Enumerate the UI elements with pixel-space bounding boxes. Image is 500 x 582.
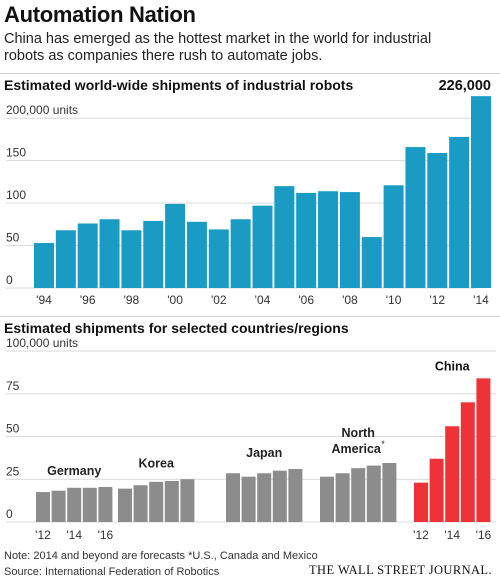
x-tick-label: '94 xyxy=(36,293,52,307)
bar xyxy=(427,153,448,288)
bar xyxy=(405,147,426,288)
series-label: China xyxy=(435,359,471,373)
x-tick-label: '12 xyxy=(35,528,51,542)
bar xyxy=(165,203,186,288)
x-tick-label: '06 xyxy=(298,293,314,307)
series-label: America xyxy=(332,442,382,456)
bar xyxy=(36,492,50,522)
bar xyxy=(55,230,76,288)
bar xyxy=(476,378,491,522)
footnote: Note: 2014 and beyond are forecasts *U.S… xyxy=(4,550,318,562)
source-line: Source: International Federation of Robo… xyxy=(4,566,220,578)
chart-subtitle: China has emerged as the hottest market … xyxy=(4,31,432,64)
bar xyxy=(133,485,148,522)
bar xyxy=(414,482,428,522)
publisher-logo: THE WALL STREET JOURNAL. xyxy=(309,563,492,577)
x-tick-label: '00 xyxy=(167,293,183,307)
x-tick-label: '12 xyxy=(413,528,429,542)
x-tick-label: '08 xyxy=(342,293,358,307)
series-label-footnote-marker: * xyxy=(381,439,385,449)
bar xyxy=(366,465,381,522)
chart1-title: Estimated world-wide shipments of indust… xyxy=(4,77,354,93)
bar xyxy=(296,192,317,288)
chart-title: Automation Nation xyxy=(4,2,196,27)
series-label: Korea xyxy=(138,456,174,470)
divider xyxy=(0,316,500,317)
divider xyxy=(0,73,500,74)
bar xyxy=(67,487,82,522)
bar xyxy=(339,192,360,288)
bar xyxy=(77,223,98,288)
x-tick-label: '02 xyxy=(211,293,227,307)
x-tick-label: '98 xyxy=(124,293,140,307)
bar xyxy=(143,220,164,288)
series-label: Germany xyxy=(47,464,101,478)
x-tick-label: '14 xyxy=(473,293,489,307)
bar xyxy=(51,490,66,522)
worldwide-shipments-chart: 0 50 100 150 200,000 units '94 '96 '98 '00 '02 '04… xyxy=(6,78,491,307)
bar xyxy=(288,468,303,522)
bar xyxy=(121,230,142,288)
series-label: Japan xyxy=(246,446,282,460)
bar xyxy=(272,470,287,522)
y-tick-label: 0 xyxy=(6,507,13,521)
series-label: North xyxy=(342,426,375,440)
bar xyxy=(99,219,120,288)
bar xyxy=(208,229,229,288)
y-tick-label: 50 xyxy=(6,422,20,436)
x-tick-label: '10 xyxy=(386,293,402,307)
x-tick-label: '12 xyxy=(429,293,445,307)
bar xyxy=(186,221,207,288)
bar xyxy=(82,487,97,522)
y-tick-label: 100,000 units xyxy=(6,336,78,350)
x-tick-label: '14 xyxy=(444,528,460,542)
y-tick-label: 200,000 units xyxy=(6,103,78,117)
bar xyxy=(149,481,164,522)
bar xyxy=(449,136,470,288)
bar xyxy=(164,480,179,522)
bar xyxy=(34,243,54,288)
x-tick-label: '04 xyxy=(255,293,271,307)
bar xyxy=(383,185,404,288)
bar xyxy=(180,479,195,522)
bar xyxy=(274,186,295,288)
bar xyxy=(471,96,491,288)
bar xyxy=(445,426,460,522)
bar xyxy=(429,458,444,522)
y-tick-label: 25 xyxy=(6,464,20,478)
x-tick-label: '16 xyxy=(98,528,114,542)
y-tick-label: 50 xyxy=(6,231,20,245)
bar xyxy=(230,219,251,288)
y-tick-label: 100 xyxy=(6,188,26,202)
bar xyxy=(361,237,382,288)
x-tick-label: '14 xyxy=(66,528,82,542)
bar xyxy=(252,205,273,288)
chart2-title: Estimated shipments for selected countri… xyxy=(4,320,349,336)
y-tick-label: 0 xyxy=(6,273,13,287)
bar xyxy=(351,468,366,522)
bar xyxy=(241,476,256,522)
bar xyxy=(257,473,272,522)
y-tick-label: 75 xyxy=(6,379,20,393)
bar xyxy=(98,486,113,522)
bar xyxy=(460,402,475,522)
bar xyxy=(118,488,132,522)
y-tick-label: 150 xyxy=(6,146,26,160)
bar xyxy=(320,476,334,522)
x-tick-label: '16 xyxy=(476,528,492,542)
data-label: 226,000 xyxy=(439,78,491,94)
bar xyxy=(335,473,350,522)
bar xyxy=(318,191,339,288)
bar xyxy=(382,463,397,522)
x-tick-label: '96 xyxy=(80,293,96,307)
bar xyxy=(226,473,240,522)
